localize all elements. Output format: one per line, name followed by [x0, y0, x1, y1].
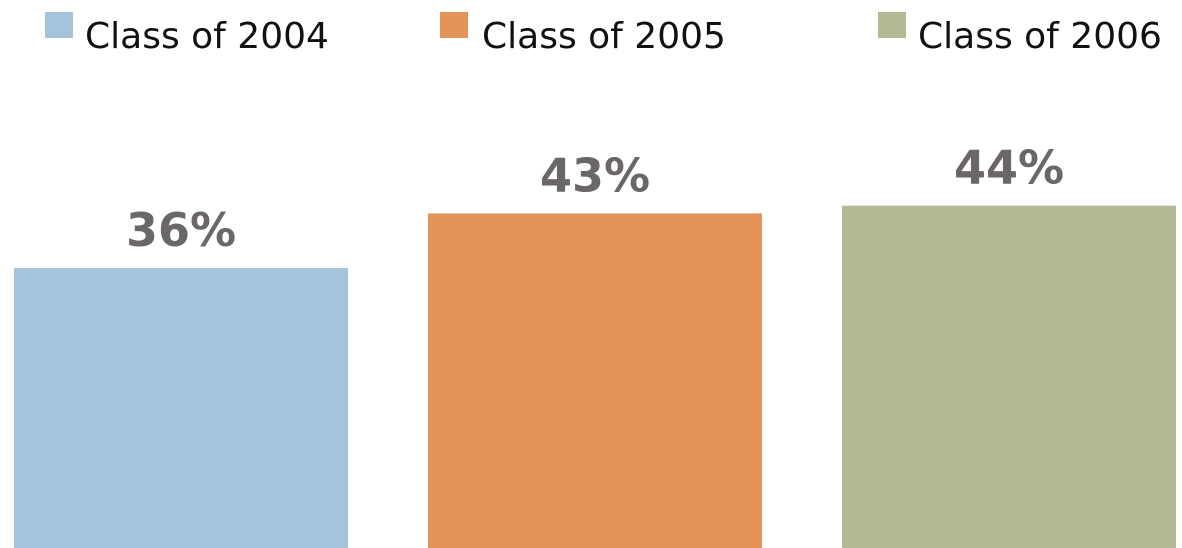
legend-label: Class of 2005: [482, 16, 726, 57]
legend-label: Class of 2006: [918, 16, 1162, 57]
value-label: 44%: [954, 141, 1064, 195]
legend-swatch: [440, 12, 468, 38]
value-label: 36%: [126, 203, 236, 257]
legend-label: Class of 2004: [85, 16, 329, 57]
legend-swatch: [878, 12, 906, 38]
value-label: 43%: [540, 148, 650, 202]
bar: [842, 205, 1176, 548]
bar: [14, 267, 348, 548]
bar: [428, 213, 762, 548]
legend-swatch: [45, 12, 73, 38]
